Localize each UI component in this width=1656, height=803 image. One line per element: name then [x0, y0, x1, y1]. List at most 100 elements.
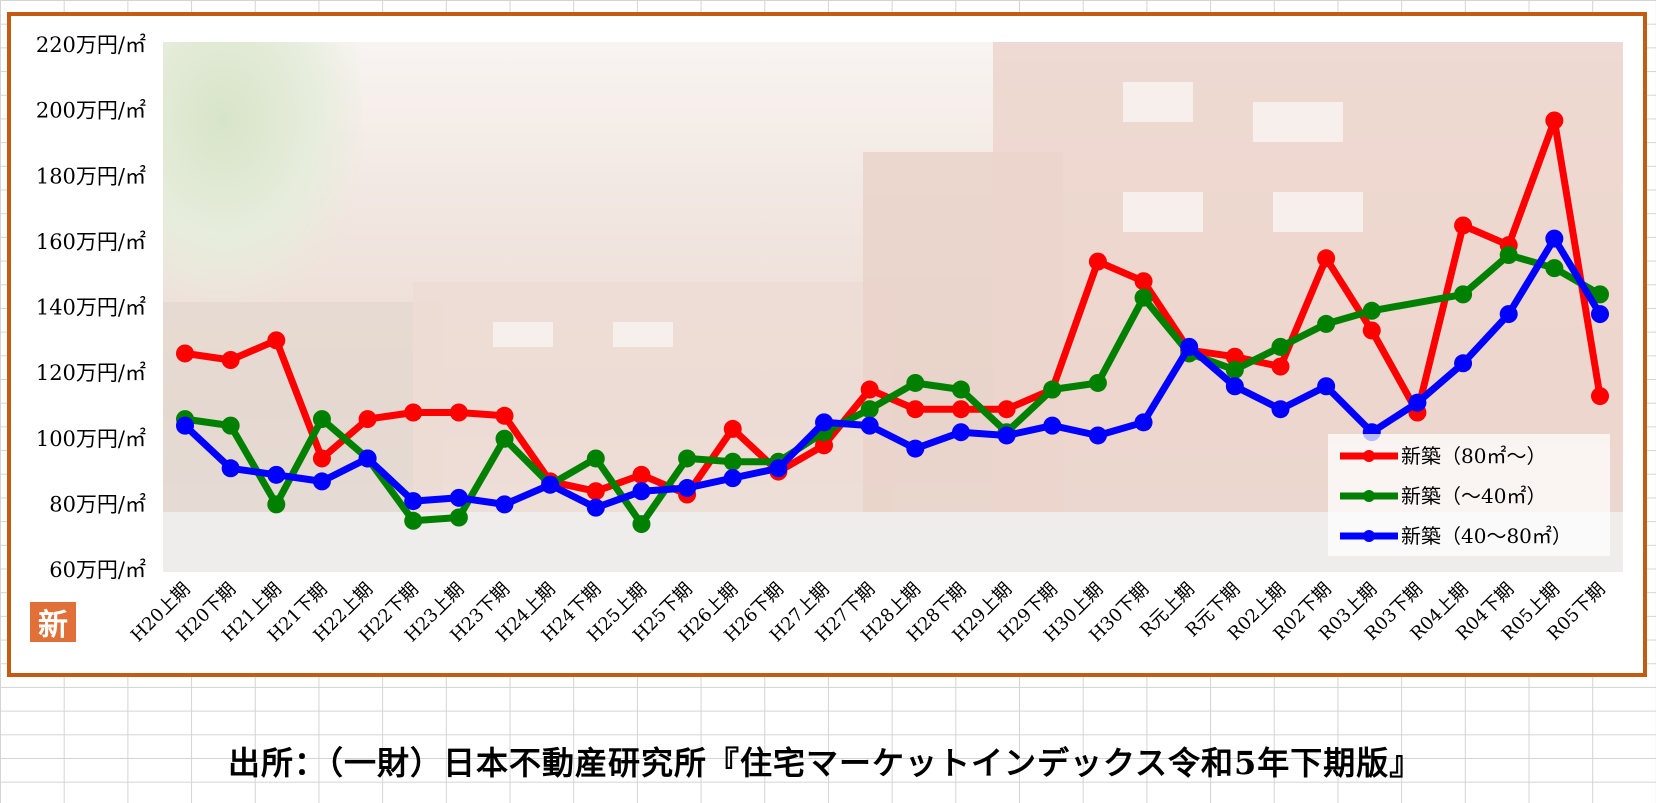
data-point: [176, 416, 194, 435]
y-tick-label: 180万円/㎡: [36, 164, 146, 188]
data-point: [221, 351, 240, 369]
legend: 新築（80㎡～） 新築（～40㎡） 新築（40～80㎡）: [1328, 434, 1610, 556]
data-point: [1591, 387, 1609, 406]
data-point: [495, 429, 514, 448]
tree-foliage: [163, 42, 363, 302]
data-point: [1088, 252, 1107, 271]
building-window: [613, 322, 673, 347]
data-point: [723, 419, 742, 438]
y-tick-label: 220万円/㎡: [36, 33, 146, 57]
data-point: [678, 478, 697, 497]
data-point: [586, 449, 605, 468]
data-point: [358, 410, 377, 429]
data-point: [1362, 321, 1381, 340]
data-point: [267, 495, 286, 514]
data-point: [1317, 377, 1336, 396]
data-point: [358, 449, 377, 468]
data-point: [951, 423, 970, 442]
data-point: [1225, 360, 1244, 379]
data-point: [1271, 400, 1290, 419]
series-3: [176, 229, 1609, 517]
data-point: [951, 380, 970, 399]
legend-swatch-marker: [1363, 490, 1375, 502]
data-point: [632, 515, 651, 534]
data-point: [632, 465, 651, 484]
series-layer: [176, 111, 1609, 534]
data-point: [769, 459, 788, 478]
data-point: [1499, 305, 1518, 324]
data-point: [815, 436, 834, 455]
legend-label: 新築（40～80㎡）: [1401, 524, 1572, 548]
legend-swatch-marker: [1363, 450, 1375, 462]
data-point: [221, 459, 240, 478]
y-tick-label: 80万円/㎡: [49, 492, 146, 516]
source-caption: 出所：（一財）日本不動産研究所『住宅マーケットインデックス令和5年下期版』: [228, 744, 1423, 782]
data-point: [1499, 246, 1518, 264]
data-point: [176, 344, 194, 363]
x-axis: H20上期H20下期H21上期H21下期H22上期H22下期H23上期H23下期…: [127, 579, 1610, 647]
data-point: [723, 452, 742, 471]
y-tick-label: 200万円/㎡: [36, 99, 146, 123]
data-point: [860, 416, 879, 435]
data-point: [1591, 305, 1609, 324]
data-point: [1454, 285, 1473, 304]
data-point: [1271, 357, 1290, 376]
data-point: [632, 482, 651, 501]
data-point: [221, 416, 240, 435]
data-point: [404, 511, 423, 530]
data-point: [312, 410, 331, 429]
data-point: [267, 331, 286, 350]
data-point: [1545, 259, 1564, 278]
data-point: [1545, 229, 1564, 248]
legend-swatch-marker: [1363, 530, 1375, 542]
y-tick-label: 100万円/㎡: [36, 427, 146, 451]
y-tick-label: 60万円/㎡: [49, 558, 146, 582]
building-window: [1273, 192, 1363, 232]
legend-label: 新築（80㎡～）: [1401, 444, 1546, 468]
data-point: [541, 475, 560, 494]
data-point: [1134, 272, 1153, 291]
data-point: [449, 403, 468, 422]
data-point: [1225, 377, 1244, 396]
data-point: [1043, 416, 1062, 435]
data-point: [997, 426, 1016, 445]
data-point: [1362, 301, 1381, 320]
data-point: [586, 498, 605, 517]
data-point: [312, 472, 331, 491]
data-point: [495, 406, 514, 425]
building-window: [1123, 82, 1193, 122]
data-point: [449, 488, 468, 507]
data-point: [1180, 337, 1199, 356]
building-window: [1253, 102, 1343, 142]
legend-label: 新築（～40㎡）: [1401, 484, 1546, 508]
data-point: [404, 403, 423, 422]
data-point: [1317, 314, 1336, 333]
data-point: [1454, 354, 1473, 373]
data-point: [815, 413, 834, 432]
series-1: [176, 111, 1609, 504]
data-point: [495, 495, 514, 514]
data-point: [1225, 347, 1244, 366]
new-construction-badge: 新: [30, 602, 76, 643]
building-window: [493, 322, 553, 347]
data-point: [1545, 111, 1564, 130]
building-window: [1123, 192, 1203, 232]
data-point: [267, 465, 286, 484]
data-point: [906, 400, 925, 419]
data-point: [1317, 249, 1336, 268]
data-point: [951, 400, 970, 419]
y-tick-label: 120万円/㎡: [36, 361, 146, 385]
data-point: [1271, 337, 1290, 356]
data-point: [312, 449, 331, 468]
y-tick-label: 140万円/㎡: [36, 296, 146, 320]
data-point: [449, 508, 468, 527]
data-point: [860, 380, 879, 399]
data-point: [678, 449, 697, 468]
data-point: [1088, 373, 1107, 392]
data-point: [404, 492, 423, 511]
data-point: [1591, 285, 1609, 304]
data-point: [1454, 216, 1473, 235]
data-point: [1134, 288, 1153, 307]
data-point: [906, 373, 925, 392]
